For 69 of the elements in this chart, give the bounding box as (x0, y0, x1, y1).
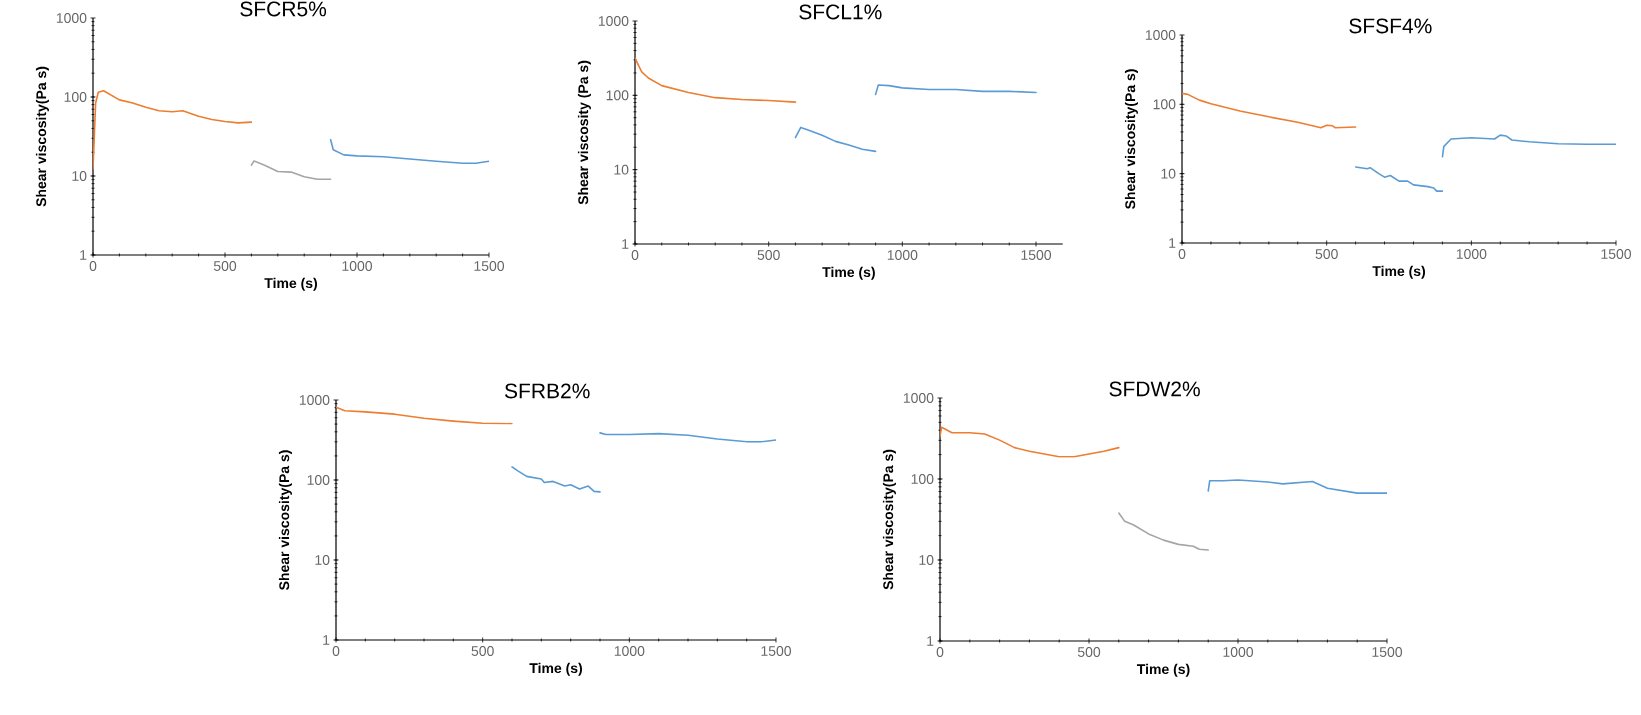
y-tick-label: 10 (614, 164, 629, 175)
y-tick-label: 1000 (56, 13, 87, 23)
y-axis-title: Shear viscosity(Pa s) (35, 66, 49, 207)
y-tick-label: 1000 (903, 393, 934, 403)
x-tick-label: 500 (471, 646, 494, 656)
y-tick-label: 10 (1161, 168, 1176, 179)
y-tick-label: 100 (64, 92, 87, 102)
chart-title: SFDW2% (1109, 381, 1200, 397)
line-series (329, 138, 490, 165)
line-series (1354, 166, 1444, 192)
chart-title: SFCR5% (240, 1, 327, 17)
y-tick-label: 100 (307, 475, 330, 485)
line-series (940, 426, 1120, 458)
x-tick-label: 0 (89, 261, 97, 271)
line-series (794, 126, 877, 153)
x-tick-label: 1000 (1456, 249, 1487, 259)
y-tick-label: 1 (323, 635, 330, 645)
chart-title: SFCL1% (799, 4, 882, 20)
x-axis-title: Time (s) (1372, 265, 1426, 279)
y-axis-title: Shear viscosity(Pa s) (882, 449, 896, 590)
line-series (599, 432, 777, 443)
x-tick-label: 0 (631, 250, 639, 260)
line-series (1207, 479, 1388, 494)
y-axis-title: Shear viscosity (Pa s) (577, 60, 591, 205)
y-tick-label: 100 (911, 474, 934, 484)
line-series (336, 406, 513, 425)
x-axis-title: Time (s) (529, 662, 583, 676)
line-series (635, 57, 797, 103)
x-tick-label: 1000 (342, 261, 373, 271)
x-tick-label: 1500 (1021, 250, 1052, 260)
x-tick-label: 1500 (1372, 647, 1403, 657)
line-series (1441, 134, 1617, 158)
y-tick-label: 1 (622, 239, 629, 249)
x-axis-title: Time (s) (1136, 663, 1190, 677)
x-tick-label: 0 (1178, 249, 1186, 259)
x-tick-label: 1500 (474, 261, 505, 271)
chart-title: SFRB2% (504, 383, 590, 399)
y-tick-label: 1000 (598, 16, 629, 26)
x-tick-label: 500 (1077, 647, 1101, 657)
line-series (1118, 512, 1210, 551)
y-tick-label: 10 (919, 555, 934, 565)
chart-title: SFSF4% (1349, 18, 1432, 34)
y-axis-title: Shear viscosity(Pa s) (1124, 69, 1138, 210)
y-tick-label: 1 (1169, 238, 1176, 248)
x-tick-label: 500 (1315, 249, 1338, 259)
line-series (93, 89, 253, 170)
y-tick-label: 1 (927, 636, 934, 646)
x-tick-label: 1000 (887, 250, 918, 260)
x-tick-label: 500 (757, 250, 780, 260)
y-axis-title: Shear viscosity(Pa s) (278, 450, 292, 591)
x-tick-label: 1500 (761, 646, 792, 656)
x-tick-label: 500 (213, 261, 237, 271)
x-axis-title: Time (s) (822, 266, 875, 280)
line-series (1182, 92, 1357, 129)
x-tick-label: 0 (332, 646, 340, 656)
x-tick-label: 1000 (1223, 647, 1254, 657)
y-tick-label: 1 (80, 250, 87, 260)
line-series (874, 84, 1037, 96)
y-tick-label: 10 (72, 171, 87, 181)
x-axis-title: Time (s) (264, 277, 318, 291)
y-tick-label: 1000 (299, 395, 330, 405)
x-tick-label: 0 (936, 647, 944, 657)
x-tick-label: 1500 (1601, 249, 1632, 259)
y-tick-label: 10 (315, 555, 330, 565)
y-tick-label: 1000 (1145, 30, 1176, 40)
line-series (250, 160, 332, 181)
y-tick-label: 100 (606, 90, 629, 101)
y-tick-label: 100 (1153, 99, 1176, 110)
line-series (511, 466, 601, 493)
